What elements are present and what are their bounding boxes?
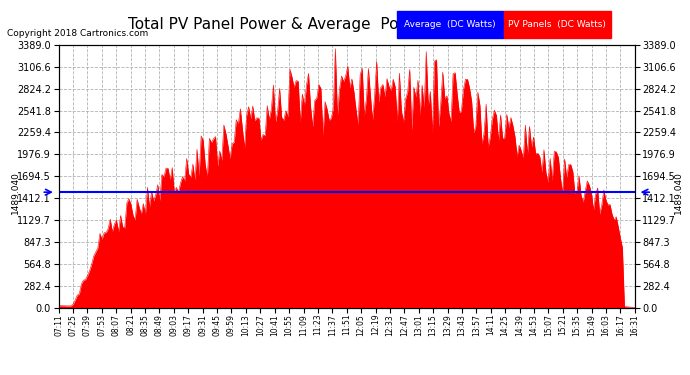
Text: PV Panels  (DC Watts): PV Panels (DC Watts) [509,20,606,29]
Text: Copyright 2018 Cartronics.com: Copyright 2018 Cartronics.com [7,28,148,38]
Text: 1489.040: 1489.040 [673,171,682,214]
Text: Total PV Panel Power & Average  Power Sun Jan 14 16:35: Total PV Panel Power & Average Power Sun… [128,17,562,32]
Text: Average  (DC Watts): Average (DC Watts) [404,20,496,29]
Text: 1489.040: 1489.040 [11,171,20,214]
